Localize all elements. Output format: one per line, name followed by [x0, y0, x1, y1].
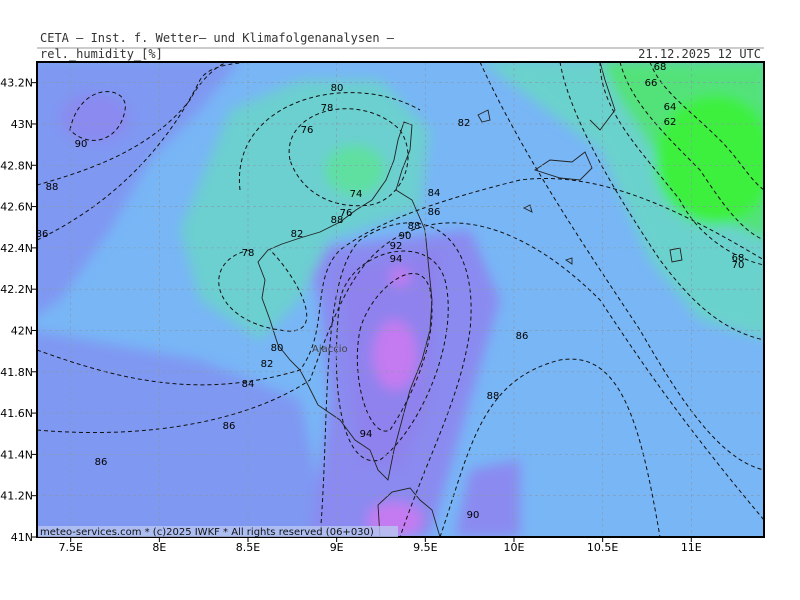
field: Ajaccio 90888680787674768882788486889092…	[36, 62, 764, 537]
y-tick-label: 41N	[11, 531, 33, 544]
city-label: Ajaccio	[312, 344, 348, 355]
isoline	[37, 62, 261, 241]
contour-labels: 9088868078767476888278848688909294826866…	[36, 62, 745, 521]
y-tick-label: 42.6N	[0, 201, 33, 214]
contour-label: 82	[291, 229, 304, 240]
shade	[373, 320, 417, 390]
shade	[390, 268, 410, 286]
contour-label: 62	[664, 117, 677, 128]
isolines	[37, 62, 764, 537]
shade	[325, 145, 385, 195]
contour-label: 86	[95, 457, 108, 468]
isoline	[319, 222, 472, 537]
island	[564, 257, 573, 265]
valid-time: 21.12.2025 12 UTC	[638, 47, 761, 61]
contour-label: 92	[390, 241, 403, 252]
sardinia	[377, 487, 441, 537]
contour-label: 70	[732, 260, 745, 271]
frame	[36, 61, 765, 538]
contour-label: 86	[223, 421, 236, 432]
y-tick-label: 41.4N	[0, 448, 33, 461]
contour-label: 80	[331, 83, 344, 94]
y-tick-label: 43N	[11, 118, 33, 131]
contour-label: 90	[75, 139, 88, 150]
x-tick-label: 9E	[330, 541, 344, 554]
isoline	[218, 249, 308, 332]
contour-label: 90	[467, 510, 480, 521]
y-tick-label: 42.4N	[0, 242, 33, 255]
y-tick-label: 42.2N	[0, 283, 33, 296]
elba	[533, 151, 593, 181]
shade	[60, 93, 130, 143]
contour-label: 88	[487, 391, 500, 402]
isoline	[439, 358, 661, 537]
isoline	[479, 62, 764, 471]
contour-label: 78	[321, 103, 334, 114]
isoline	[559, 62, 764, 341]
contour-label: 88	[331, 215, 344, 226]
x-tick-label: 9.5E	[413, 541, 437, 554]
x-tick-label: 10E	[504, 541, 525, 554]
y-tick-label: 43.2N	[0, 77, 33, 90]
contour-label: 76	[301, 125, 314, 136]
x-tick-label: 8.5E	[236, 541, 260, 554]
isoline	[37, 222, 764, 521]
institute: CETA — Inst. f. Wetter— und Klimafolgena…	[40, 31, 395, 45]
contour-label: 68	[732, 253, 745, 264]
isoline	[649, 62, 764, 191]
contour-label: 84	[242, 379, 255, 390]
contour-label: 94	[360, 429, 373, 440]
contour-label: 68	[654, 62, 667, 73]
contour-label: 84	[428, 188, 441, 199]
y-tick-label: 42N	[11, 324, 33, 337]
contour-label: 66	[645, 78, 658, 89]
coast-mainland	[589, 62, 616, 131]
contour-label: 80	[271, 343, 284, 354]
x-tick-label: 8E	[152, 541, 166, 554]
grid	[37, 62, 764, 537]
contour-label: 88	[408, 221, 421, 232]
y-tick-label: 41.2N	[0, 490, 33, 503]
contour-label: 86	[36, 229, 49, 240]
contour-label: 86	[516, 331, 529, 342]
y-tick-label: 42.8N	[0, 159, 33, 172]
footer: meteo-services.com * (c)2025 IWKF * All …	[40, 527, 374, 538]
isoline	[599, 62, 764, 266]
shade	[180, 80, 430, 340]
parameter: rel._humidity_[%]	[40, 47, 163, 61]
contour-label: 82	[261, 359, 274, 370]
contour-label: 88	[46, 182, 59, 193]
shade	[455, 460, 520, 537]
x-tick-label: 10.5E	[587, 541, 618, 554]
shade	[655, 95, 764, 225]
y-tick-label: 41.8N	[0, 366, 33, 379]
island	[669, 247, 683, 263]
x-tick-label: 7.5E	[58, 541, 82, 554]
island	[522, 204, 533, 213]
footer-bg	[38, 526, 398, 537]
contour-label: 94	[390, 254, 403, 265]
contour-label: 64	[664, 102, 677, 113]
contour-label: 74	[350, 189, 363, 200]
contour-label: 86	[428, 207, 441, 218]
corsica	[257, 121, 433, 481]
contour-label: 78	[242, 248, 255, 259]
isoline	[619, 62, 764, 241]
isoline	[69, 91, 126, 141]
contour-label: 76	[340, 208, 353, 219]
isoline	[288, 108, 409, 207]
island	[477, 109, 491, 123]
contour-label: 82	[458, 118, 471, 129]
isoline	[356, 272, 433, 432]
shade	[37, 331, 330, 537]
x-tick-label: 11E	[681, 541, 702, 554]
humidity-shading	[37, 62, 764, 537]
coastlines	[257, 62, 683, 537]
y-tick-label: 41.6N	[0, 407, 33, 420]
contour-label: 90	[399, 231, 412, 242]
